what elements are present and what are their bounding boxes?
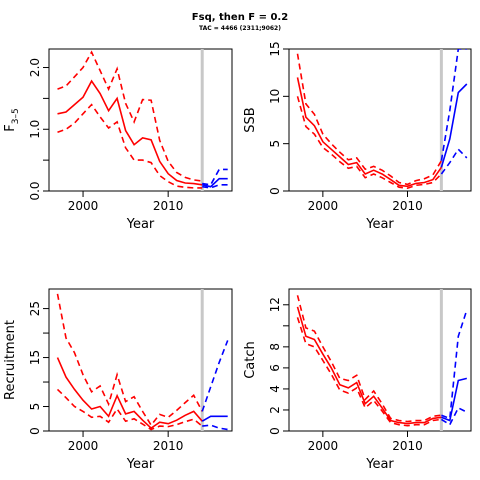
plot-frame <box>48 48 233 192</box>
y-tick-label: 10 <box>268 89 282 104</box>
projection-solid-line-4 <box>441 377 467 422</box>
historical-dashed-line-3 <box>296 317 442 427</box>
projection-solid-line-4 <box>202 177 228 188</box>
series-group <box>296 295 468 427</box>
panel-3: 2000 2010 0 5 15 25 Year Recruitment <box>3 288 233 472</box>
y-tick-label: 5 <box>28 403 42 411</box>
historical-solid-line-1 <box>57 79 203 186</box>
y-tick-label: 1.0 <box>28 120 42 139</box>
y-tick-label: 0 <box>268 427 282 435</box>
historical-dashed-line-3 <box>56 388 203 431</box>
y-tick-label: 15 <box>268 41 282 56</box>
x-axis-label: Year <box>365 457 394 472</box>
x-axis-label: Year <box>365 217 394 232</box>
y-tick-label: 8 <box>268 343 282 351</box>
y-tick-label: 6 <box>268 364 282 372</box>
y-tick-label: 15 <box>28 350 42 365</box>
projection-solid-line-4 <box>201 415 228 422</box>
projection-dashed-line-6 <box>202 424 228 431</box>
series-group <box>296 49 468 190</box>
x-tick-label: 2000 <box>68 439 99 453</box>
y-tick-label: 5 <box>268 140 282 148</box>
historical-dashed-line-2 <box>296 295 442 423</box>
x-tick-label: 2010 <box>153 199 184 213</box>
series-group <box>57 50 228 189</box>
projection-dashed-line-6 <box>440 148 468 175</box>
historical-dashed-line-2 <box>296 53 443 186</box>
y-axis-label-subscript: 3–5 <box>11 108 21 124</box>
y-tick-label: 12 <box>268 297 282 312</box>
figure-subtitle: TAC = 4466 (2311;9062) <box>199 25 281 32</box>
panel-1: 2000 2010 0.0 1.0 2.0 Year F3–5 <box>3 48 233 232</box>
x-tick-label: 2000 <box>68 199 99 213</box>
y-tick-label: 0.0 <box>28 181 42 200</box>
historical-solid-line-1 <box>296 77 443 188</box>
historical-solid-line-1 <box>56 357 203 430</box>
projection-dashed-line-5 <box>441 309 468 420</box>
historical-solid-line-1 <box>296 306 442 425</box>
y-tick-label: 0 <box>268 187 282 195</box>
plot-frame <box>48 288 233 432</box>
panel-2: 2000 2010 0 5 10 15 Year SSB <box>243 41 472 232</box>
x-tick-label: 2010 <box>153 439 184 453</box>
historical-dashed-line-2 <box>56 293 203 427</box>
historical-dashed-line-2 <box>57 50 203 182</box>
y-tick-label: 25 <box>28 301 42 316</box>
y-tick-label: 2 <box>268 406 282 414</box>
panel-4: 2000 2010 0 2 4 6 8 12 Year Catch <box>243 288 472 472</box>
y-axis-label: SSB <box>243 107 258 132</box>
x-tick-label: 2010 <box>392 439 423 453</box>
projection-dashed-line-6 <box>202 184 228 189</box>
y-tick-label: 0 <box>28 427 42 435</box>
plot-frame <box>288 48 472 192</box>
panels: 2000 2010 0.0 1.0 2.0 Year F3–5 2000 2010 0 5 10 15 Y… <box>3 41 472 472</box>
x-tick-label: 2000 <box>308 199 339 213</box>
y-axis-label: Recruitment <box>3 320 18 400</box>
y-axis-label-main: F <box>3 124 18 131</box>
y-axis-label: Catch <box>243 341 258 379</box>
x-axis-label: Year <box>126 217 155 232</box>
series-group <box>56 293 229 431</box>
x-tick-label: 2000 <box>308 439 339 453</box>
x-axis-label: Year <box>126 457 155 472</box>
projection-solid-line-4 <box>440 83 468 168</box>
projection-dashed-line-5 <box>202 168 228 186</box>
historical-dashed-line-3 <box>57 103 203 189</box>
projection-dashed-line-6 <box>440 406 468 426</box>
projection-dashed-line-5 <box>201 340 229 412</box>
y-axis-label: F3–5 <box>3 108 21 131</box>
projection-dashed-line-5 <box>440 49 467 161</box>
plot-frame <box>288 288 472 432</box>
historical-dashed-line-3 <box>296 96 442 190</box>
figure-title: Fsq, then F = 0.2 <box>192 12 288 23</box>
y-tick-label: 2.0 <box>28 58 42 77</box>
x-tick-label: 2010 <box>392 199 423 213</box>
y-tick-label: 4 <box>268 385 282 393</box>
